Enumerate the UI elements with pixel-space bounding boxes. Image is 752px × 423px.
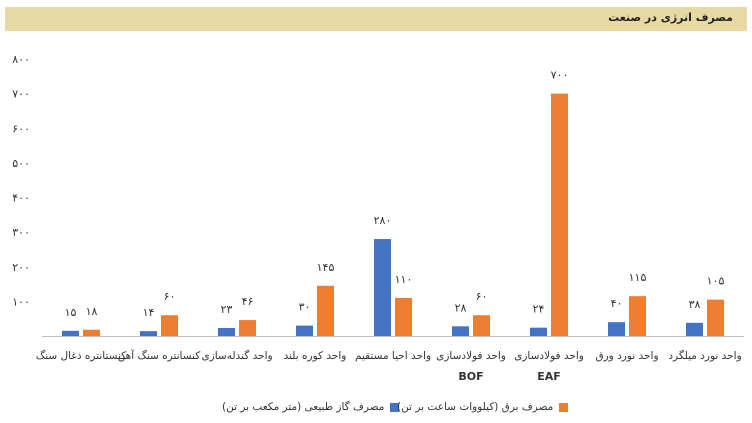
bar-chart: ۱۰۰ ۲۰۰ ۳۰۰ ۴۰۰ ۵۰۰ ۶۰۰ ۷۰۰ ۸۰۰ ۱۵ ۱۸ کنستانتره ذغ… xyxy=(12,53,744,383)
bar-gas xyxy=(452,326,469,336)
bar-electricity xyxy=(317,285,334,336)
y-tick-label: ۵۰۰ xyxy=(12,157,30,170)
category-label: EAF xyxy=(537,370,561,383)
legend-item-gas: مصرف گاز طبیعی (متر مکعب بر تن) xyxy=(222,401,400,413)
data-label-electricity: ۴۶ xyxy=(242,295,254,308)
legend-swatch-electricity xyxy=(559,402,569,412)
chart-title: مصرف انرژی در صنعت xyxy=(608,11,733,24)
category-label: واحد احیا مستقیم xyxy=(355,350,431,362)
y-tick-label: ۷۰۰ xyxy=(12,88,30,101)
data-label-electricity: ۱۰۵ xyxy=(707,275,725,288)
y-tick-label: ۲۰۰ xyxy=(12,261,30,274)
legend-item-electricity: مصرف برق (کیلووات ساعت بر تن) xyxy=(397,401,569,413)
category-label: کنستانتره ذغال سنگ xyxy=(36,349,126,362)
category-label: واحد نورد میلگرد xyxy=(668,349,741,362)
category-label: واحد فولادسازی xyxy=(514,350,584,362)
category-label: کنسانتره سنگ آهن xyxy=(118,349,201,362)
y-tick-label: ۱۰۰ xyxy=(12,295,30,308)
data-label-gas: ۱۵ xyxy=(65,306,77,319)
bar-electricity xyxy=(707,299,724,336)
data-label-gas: ۲۸ xyxy=(455,301,467,314)
data-label-gas: ۴۰ xyxy=(611,297,623,310)
data-label-electricity: ۱۱۵ xyxy=(629,271,647,284)
data-label-gas: ۲۳ xyxy=(221,303,233,316)
data-label-gas: ۳۸ xyxy=(689,298,701,311)
legend-label-electricity: مصرف برق (کیلووات ساعت بر تن) xyxy=(397,401,554,413)
bar-gas xyxy=(140,331,157,336)
y-tick-label: ۳۰۰ xyxy=(12,226,30,239)
bar-electricity xyxy=(473,315,490,336)
category-label: واحد نورد ورق xyxy=(595,350,658,362)
bar-electricity xyxy=(161,315,178,336)
chart-title-bar: مصرف انرژی در صنعت xyxy=(5,7,747,31)
bar-gas xyxy=(374,239,391,336)
bar-electricity xyxy=(629,296,646,336)
data-label-electricity: ۱۸ xyxy=(86,305,98,318)
bar-electricity xyxy=(551,93,568,336)
bar-gas xyxy=(686,322,703,336)
data-label-gas: ۱۴ xyxy=(143,306,155,319)
data-label-electricity: ۶۰ xyxy=(164,290,176,303)
category-label: واحد کوره بلند xyxy=(284,350,347,362)
data-label-gas: ۲۴ xyxy=(533,303,545,316)
data-label-electricity: ۶۰ xyxy=(476,290,488,303)
data-label-gas: ۳۰ xyxy=(299,301,311,314)
bar-gas xyxy=(530,327,547,336)
legend: مصرف گاز طبیعی (متر مکعب بر تن) مصرف برق… xyxy=(0,401,752,419)
y-tick-label: ۴۰۰ xyxy=(12,192,30,205)
bar-gas xyxy=(296,325,313,336)
bar-gas xyxy=(62,330,79,336)
bar-gas xyxy=(608,322,625,336)
bar-gas xyxy=(218,328,235,336)
y-tick-label: ۶۰۰ xyxy=(12,122,30,135)
y-tick-label: ۸۰۰ xyxy=(12,53,30,66)
category-label: BOF xyxy=(458,370,483,383)
bar-electricity xyxy=(83,329,100,336)
data-label-electricity: ۱۴۵ xyxy=(317,261,335,274)
data-label-gas: ۲۸۰ xyxy=(374,214,392,227)
legend-label-gas: مصرف گاز طبیعی (متر مکعب بر تن) xyxy=(222,401,385,413)
data-label-electricity: ۷۰۰ xyxy=(551,69,569,82)
bar-electricity xyxy=(239,320,256,336)
category-label: واحد گندله‌سازی xyxy=(201,349,272,362)
bar-electricity xyxy=(395,297,412,336)
category-label: واحد فولادسازی xyxy=(436,350,506,362)
legend-swatch-gas xyxy=(390,402,400,412)
data-label-electricity: ۱۱۰ xyxy=(395,273,413,286)
